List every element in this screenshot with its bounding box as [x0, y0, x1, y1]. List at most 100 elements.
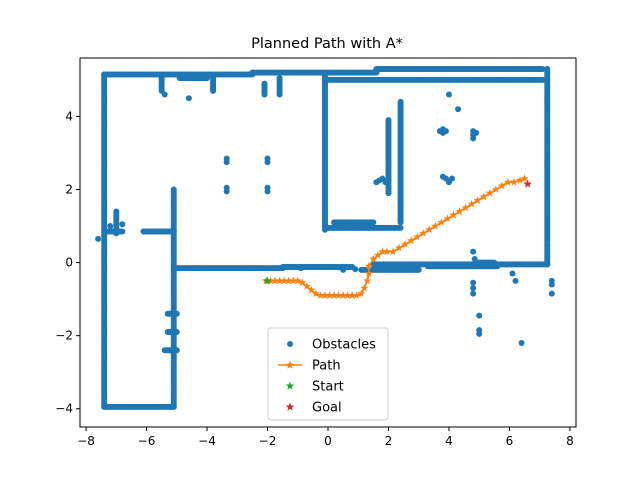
- x-tick-label: 0: [324, 434, 332, 448]
- path-point: [455, 207, 464, 215]
- y-tick-label: 2: [65, 183, 73, 197]
- legend-label-obstacles: Obstacles: [312, 338, 376, 353]
- obstacle-point: [158, 228, 165, 235]
- x-tick-label: 6: [506, 434, 514, 448]
- x-tick-label: 8: [566, 434, 574, 448]
- path-point: [360, 283, 369, 292]
- x-axis: −8 −6 −4 −2 0 2 4 6 8: [77, 427, 574, 448]
- obstacle-point: [113, 230, 120, 237]
- obstacle-point: [470, 135, 477, 142]
- x-tick-label: −8: [77, 434, 95, 448]
- chart-title: Planned Path with A*: [251, 36, 403, 52]
- obstacle-point: [170, 403, 177, 410]
- legend-marker-path: [285, 360, 295, 369]
- obstacle-point: [170, 228, 177, 235]
- path-point: [437, 218, 446, 226]
- legend: Obstacles Path Start Goal: [267, 327, 389, 421]
- path-point: [401, 240, 410, 248]
- obstacle-point: [223, 188, 230, 195]
- x-tick-label: −2: [259, 434, 277, 448]
- obstacle-point: [385, 190, 392, 197]
- obstacle-point: [107, 223, 114, 230]
- legend-label-goal: Goal: [312, 401, 342, 416]
- path-point: [343, 291, 352, 299]
- path-point: [311, 289, 320, 298]
- path-point: [473, 196, 482, 204]
- path-point: [275, 276, 284, 285]
- path-point: [363, 276, 372, 285]
- obstacle-point: [471, 255, 478, 262]
- y-tick-label: −2: [55, 329, 73, 343]
- path-point: [320, 291, 329, 299]
- path-point: [307, 285, 316, 294]
- obstacle-point: [397, 219, 404, 226]
- path-point: [364, 262, 373, 270]
- obstacle-point: [352, 266, 359, 273]
- path-point: [467, 199, 476, 208]
- legend-marker-goal: [285, 402, 295, 411]
- path-point: [389, 247, 398, 256]
- path-point: [289, 276, 298, 285]
- obstacle-point: [548, 290, 555, 297]
- goal-marker: [523, 179, 532, 188]
- obstacle-point: [442, 128, 449, 135]
- path-point: [431, 221, 440, 230]
- obstacle-point: [436, 128, 443, 135]
- path-point: [443, 214, 452, 223]
- obstacle-point: [173, 310, 180, 317]
- path-point: [510, 178, 518, 186]
- obstacle-point: [445, 91, 452, 98]
- obstacle-point: [491, 259, 498, 266]
- path-point: [503, 178, 512, 186]
- obstacles-series: [95, 65, 555, 410]
- path-point: [280, 276, 289, 285]
- path-point: [339, 291, 348, 299]
- obstacle-point: [185, 95, 192, 102]
- obstacle-point: [470, 285, 477, 292]
- path-point: [369, 254, 378, 263]
- obstacle-point: [161, 91, 168, 98]
- path-point: [485, 188, 494, 197]
- path-point: [479, 192, 488, 201]
- obstacle-point: [473, 129, 480, 136]
- obstacle-point: [539, 76, 546, 83]
- path-point: [284, 276, 293, 285]
- path-point: [413, 232, 422, 241]
- path-point: [348, 291, 357, 299]
- obstacle-point: [449, 175, 455, 182]
- x-tick-label: −6: [138, 434, 156, 448]
- legend-marker-start: [285, 381, 295, 390]
- path-point: [497, 181, 506, 190]
- x-tick-label: −4: [198, 434, 216, 448]
- y-tick-label: 0: [65, 256, 73, 270]
- obstacle-point: [119, 228, 126, 235]
- obstacle-point: [370, 219, 377, 226]
- path-point: [316, 291, 325, 299]
- obstacle-point: [297, 265, 304, 272]
- path-point: [395, 243, 404, 252]
- path-point: [334, 291, 343, 299]
- obstacle-point: [548, 281, 555, 288]
- y-axis: −4 −2 0 2 4: [55, 109, 80, 416]
- path-point: [378, 247, 387, 256]
- path-point: [352, 291, 361, 299]
- obstacle-point: [223, 159, 230, 166]
- obstacle-point: [518, 339, 525, 346]
- path-point: [373, 251, 382, 259]
- plot-marks: [95, 65, 555, 410]
- obstacle-point: [470, 279, 477, 286]
- obstacle-point: [385, 177, 392, 184]
- obstacle-point: [204, 75, 211, 82]
- obstacle-point: [173, 347, 180, 354]
- obstacle-point: [340, 266, 347, 273]
- path-point: [357, 289, 366, 298]
- legend-box: [267, 327, 389, 421]
- obstacle-point: [470, 248, 477, 255]
- obstacle-point: [455, 106, 462, 113]
- path-point: [520, 174, 529, 182]
- obstacle-point: [512, 277, 519, 284]
- obstacle-point: [119, 221, 126, 228]
- path-point: [364, 269, 373, 277]
